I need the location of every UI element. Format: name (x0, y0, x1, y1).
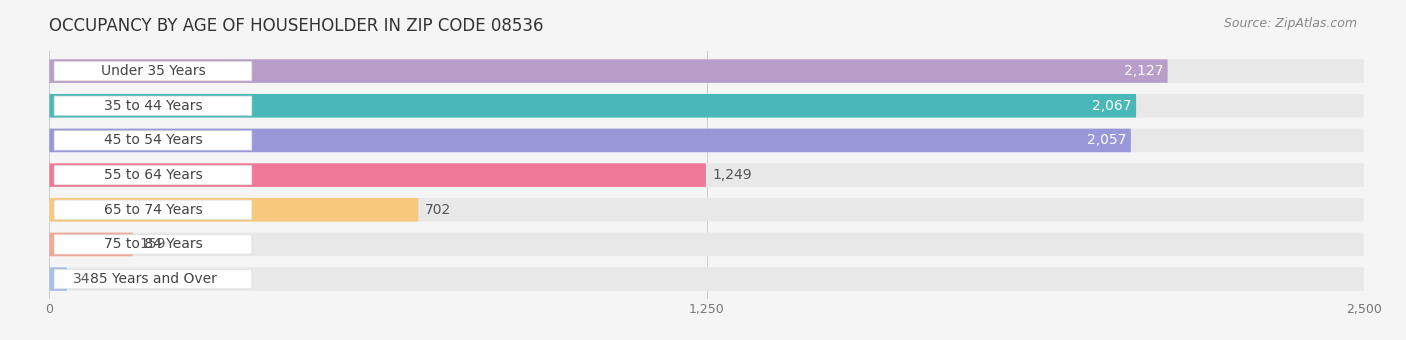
FancyBboxPatch shape (55, 62, 252, 81)
Text: Under 35 Years: Under 35 Years (101, 64, 205, 78)
FancyBboxPatch shape (55, 235, 252, 254)
Text: 702: 702 (425, 203, 451, 217)
FancyBboxPatch shape (49, 163, 706, 187)
FancyBboxPatch shape (49, 94, 1364, 118)
FancyBboxPatch shape (55, 96, 252, 116)
FancyBboxPatch shape (55, 166, 252, 185)
Text: 2,057: 2,057 (1087, 133, 1126, 148)
Text: 2,067: 2,067 (1092, 99, 1132, 113)
FancyBboxPatch shape (49, 59, 1364, 83)
Text: 34: 34 (73, 272, 91, 286)
Text: 2,127: 2,127 (1123, 64, 1164, 78)
FancyBboxPatch shape (49, 267, 67, 291)
FancyBboxPatch shape (49, 129, 1130, 152)
FancyBboxPatch shape (49, 198, 419, 222)
Text: 55 to 64 Years: 55 to 64 Years (104, 168, 202, 182)
FancyBboxPatch shape (55, 200, 252, 219)
FancyBboxPatch shape (49, 163, 1364, 187)
Text: 35 to 44 Years: 35 to 44 Years (104, 99, 202, 113)
FancyBboxPatch shape (49, 59, 1167, 83)
Text: 65 to 74 Years: 65 to 74 Years (104, 203, 202, 217)
FancyBboxPatch shape (49, 94, 1136, 118)
Text: 85 Years and Over: 85 Years and Over (90, 272, 217, 286)
Text: 1,249: 1,249 (713, 168, 752, 182)
FancyBboxPatch shape (55, 131, 252, 150)
Text: OCCUPANCY BY AGE OF HOUSEHOLDER IN ZIP CODE 08536: OCCUPANCY BY AGE OF HOUSEHOLDER IN ZIP C… (49, 17, 544, 35)
FancyBboxPatch shape (49, 198, 1364, 222)
Text: 159: 159 (139, 237, 166, 251)
FancyBboxPatch shape (49, 233, 132, 256)
FancyBboxPatch shape (55, 269, 252, 289)
Text: 75 to 84 Years: 75 to 84 Years (104, 237, 202, 251)
Text: 45 to 54 Years: 45 to 54 Years (104, 133, 202, 148)
FancyBboxPatch shape (49, 129, 1364, 152)
FancyBboxPatch shape (49, 233, 1364, 256)
Text: Source: ZipAtlas.com: Source: ZipAtlas.com (1223, 17, 1357, 30)
FancyBboxPatch shape (49, 267, 1364, 291)
